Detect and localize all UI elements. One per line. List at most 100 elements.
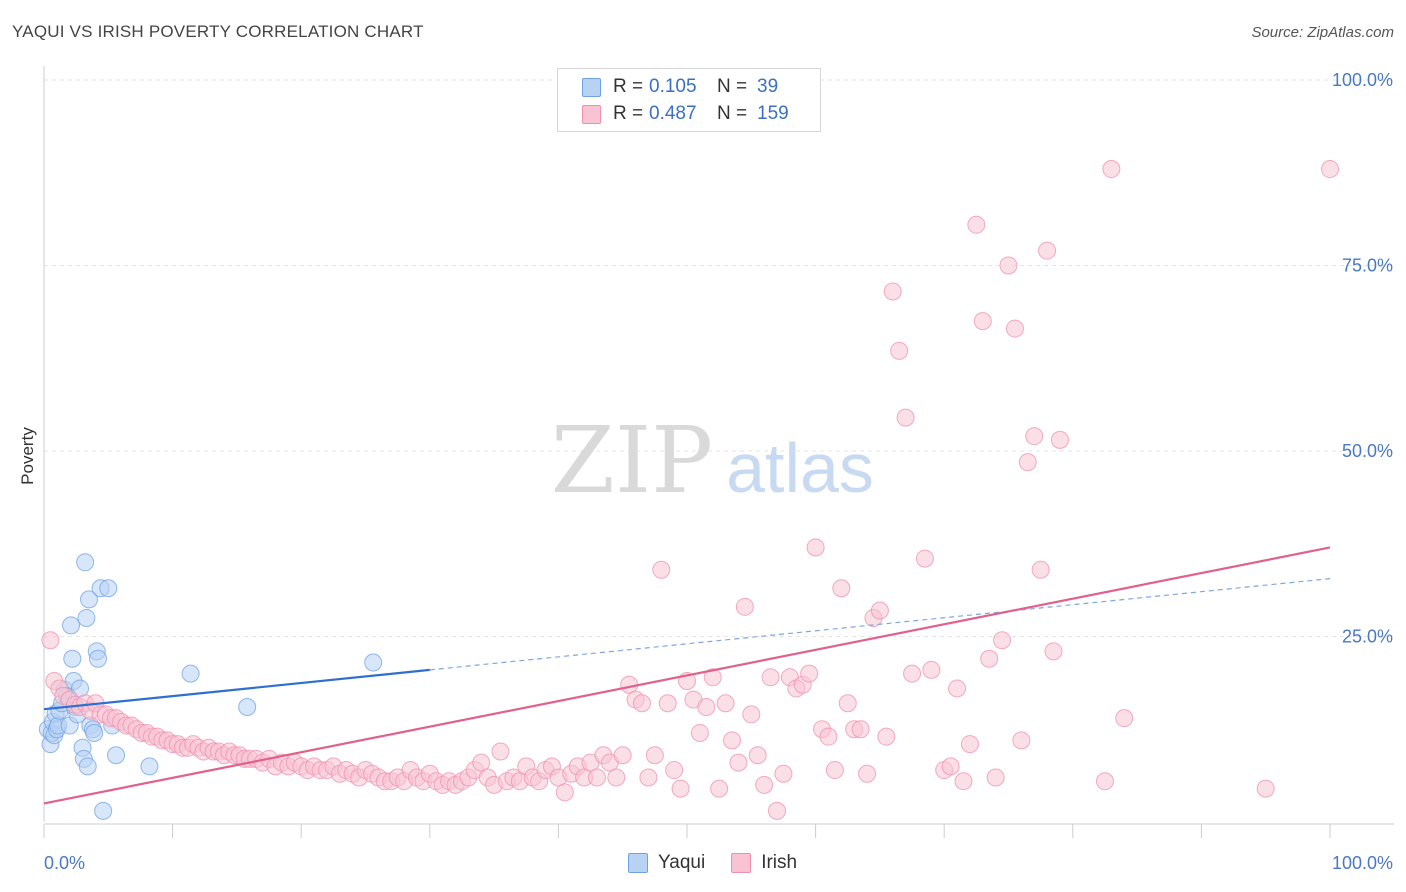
point-irish (555, 783, 574, 802)
point-yaqui (78, 757, 97, 776)
point-irish (993, 631, 1012, 650)
point-irish (948, 679, 967, 698)
point-irish (838, 694, 857, 713)
point-irish (967, 215, 986, 234)
point-yaqui (181, 664, 200, 683)
point-irish (1012, 731, 1031, 750)
y-tick-label: 75.0% (1342, 256, 1393, 276)
point-irish (960, 735, 979, 754)
axis-layer (43, 66, 1394, 838)
point-irish (587, 768, 606, 787)
label-layer: 25.0% 50.0% 75.0% 100.0% 0.0% 100.0% Poverty (18, 70, 1393, 873)
point-irish (1095, 772, 1114, 791)
point-irish (858, 764, 877, 783)
trend-layer (43, 546, 1331, 805)
legend-swatch-irish (582, 104, 601, 124)
chart-title: YAQUI VS IRISH POVERTY CORRELATION CHART (12, 22, 424, 41)
legend-row-yaqui: R = 0.105 N = 39 (582, 76, 778, 98)
point-yaqui (94, 801, 113, 820)
point-irish (774, 764, 793, 783)
point-yaqui (99, 579, 118, 598)
point-yaqui (62, 616, 81, 635)
point-irish (703, 668, 722, 687)
x-tick-label: 0.0% (44, 853, 85, 873)
point-irish (665, 761, 684, 780)
series-legend-yaqui[interactable]: Yaqui (628, 852, 705, 874)
point-irish (658, 694, 677, 713)
point-irish (973, 312, 992, 331)
point-irish (1031, 560, 1050, 579)
point-irish (832, 579, 851, 598)
point-irish (768, 801, 787, 820)
y-tick-label: 25.0% (1342, 627, 1393, 647)
point-irish (613, 746, 632, 765)
points-layer (38, 160, 1339, 820)
point-irish (1102, 160, 1121, 179)
legend-n-value: 159 (757, 103, 789, 124)
point-irish (41, 631, 60, 650)
point-yaqui (107, 746, 126, 765)
legend-n-label: N = (717, 103, 748, 124)
point-irish (915, 549, 934, 568)
legend-r-label: R = (613, 76, 644, 97)
point-irish (748, 746, 767, 765)
point-irish (755, 775, 774, 794)
point-yaqui (63, 649, 82, 668)
point-irish (607, 768, 626, 787)
series-swatch-irish (731, 853, 752, 873)
point-yaqui (364, 653, 383, 672)
correlation-legend: R = 0.105 N = 39 R = 0.487 N = 159 (557, 68, 821, 132)
point-irish (896, 408, 915, 427)
point-yaqui (77, 608, 96, 627)
point-irish (883, 282, 902, 301)
trend-line-yaqui (43, 668, 430, 711)
watermark-zip: ZIP (551, 407, 713, 514)
point-irish (941, 757, 960, 776)
point-irish (1038, 241, 1057, 260)
point-irish (1044, 642, 1063, 661)
legend-n-value: 39 (757, 76, 779, 97)
point-irish (735, 597, 754, 616)
point-irish (890, 341, 909, 360)
series-label-irish: Irish (761, 852, 798, 873)
point-irish (716, 694, 735, 713)
point-irish (999, 256, 1018, 275)
point-irish (903, 664, 922, 683)
legend-row-irish: R = 0.487 N = 159 (582, 103, 789, 125)
point-irish (806, 538, 825, 557)
point-irish (1321, 160, 1339, 179)
point-yaqui (140, 757, 159, 776)
point-irish (877, 727, 896, 746)
point-yaqui (85, 723, 104, 742)
point-irish (825, 761, 844, 780)
trend-line-irish (43, 546, 1331, 805)
point-irish (1115, 709, 1134, 728)
grid-layer (44, 79, 1394, 637)
point-irish (870, 601, 889, 620)
series-swatch-yaqui (628, 853, 648, 873)
watermark-atlas: atlas (726, 429, 874, 507)
legend-n-label: N = (717, 76, 748, 97)
trend-line-yaqui-extension (429, 578, 1331, 671)
point-irish (671, 779, 690, 798)
legend-r-value: 0.105 (649, 76, 697, 97)
legend-r-label: R = (613, 103, 644, 124)
point-irish (645, 746, 664, 765)
series-legend: Yaqui Irish (628, 852, 823, 874)
point-irish (1018, 453, 1037, 472)
point-irish (761, 668, 780, 687)
y-axis-label: Poverty (18, 427, 37, 485)
point-irish (851, 720, 870, 739)
point-yaqui (238, 697, 257, 716)
x-tick-label: 100.0% (1332, 853, 1393, 873)
point-irish (1025, 427, 1044, 446)
point-yaqui (80, 590, 99, 609)
point-irish (639, 768, 658, 787)
series-legend-irish[interactable]: Irish (731, 852, 797, 874)
source-credit: Source: ZipAtlas.com (1251, 24, 1394, 41)
point-irish (632, 694, 651, 713)
point-irish (652, 560, 671, 579)
y-tick-label: 100.0% (1332, 70, 1393, 90)
point-yaqui (76, 553, 95, 572)
